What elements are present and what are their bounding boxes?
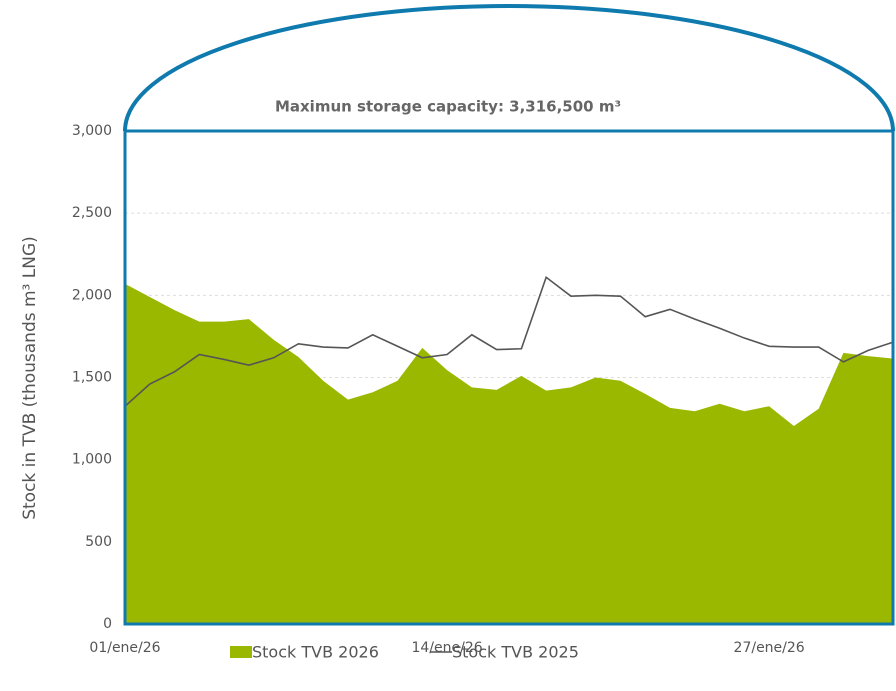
y-axis-label: Stock in TVB (thousands m³ LNG) bbox=[20, 236, 40, 520]
y-tick-label: 3,000 bbox=[72, 123, 112, 139]
line bbox=[124, 275, 894, 407]
legend-label: Stock TVB 2025 bbox=[452, 643, 579, 662]
y-tick-label: 1,000 bbox=[72, 452, 112, 468]
legend-swatch bbox=[230, 646, 252, 658]
x-tick-label: 01/ene/26 bbox=[89, 640, 160, 656]
y-tick-label: 2,000 bbox=[72, 287, 112, 303]
capacity-box bbox=[123, 129, 895, 626]
area bbox=[125, 283, 893, 624]
y-tick-label: 1,500 bbox=[72, 370, 112, 386]
capacity-arc bbox=[123, 4, 895, 132]
plot: 0 500 1,000 1,500 2,000 2,500 3,000 01/ene/26 14… bbox=[72, 123, 894, 656]
y-tick-label: 0 bbox=[103, 616, 112, 632]
x-tick-label: 27/ene/26 bbox=[734, 640, 805, 656]
y-tick-label: 2,500 bbox=[72, 205, 112, 221]
x-tick-label: 14/ene/26 bbox=[411, 640, 482, 656]
legend-label: Stock TVB 2026 bbox=[252, 643, 379, 662]
y-tick-label: 500 bbox=[85, 534, 112, 550]
annotation: Maximun storage capacity: 3,316,500 m³ bbox=[275, 98, 621, 116]
